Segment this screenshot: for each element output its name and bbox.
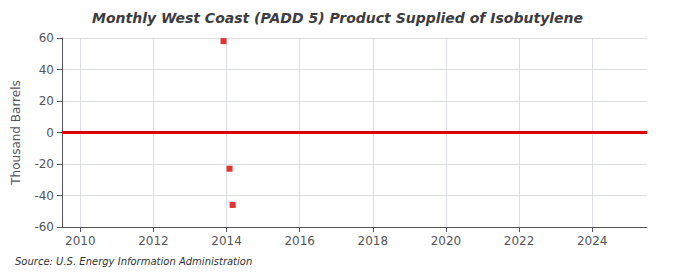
- svg-text:Monthly West Coast (PADD 5) Pr: Monthly West Coast (PADD 5) Product Supp…: [92, 10, 583, 26]
- svg-text:Source: U.S. Energy Informatio: Source: U.S. Energy Information Administ…: [15, 256, 252, 267]
- svg-text:-40: -40: [34, 189, 54, 203]
- svg-text:2020: 2020: [431, 234, 462, 248]
- svg-text:2010: 2010: [65, 234, 96, 248]
- svg-text:2012: 2012: [138, 234, 169, 248]
- svg-text:60: 60: [39, 31, 54, 45]
- svg-text:0: 0: [46, 126, 54, 140]
- svg-text:2018: 2018: [358, 234, 389, 248]
- svg-text:20: 20: [39, 94, 54, 108]
- svg-text:2016: 2016: [284, 234, 315, 248]
- svg-text:40: 40: [39, 63, 54, 77]
- svg-text:Thousand Barrels: Thousand Barrels: [9, 80, 23, 185]
- svg-text:2014: 2014: [211, 234, 242, 248]
- svg-text:2022: 2022: [504, 234, 535, 248]
- svg-text:-60: -60: [34, 220, 54, 234]
- svg-text:-20: -20: [34, 157, 54, 171]
- svg-text:2024: 2024: [577, 234, 608, 248]
